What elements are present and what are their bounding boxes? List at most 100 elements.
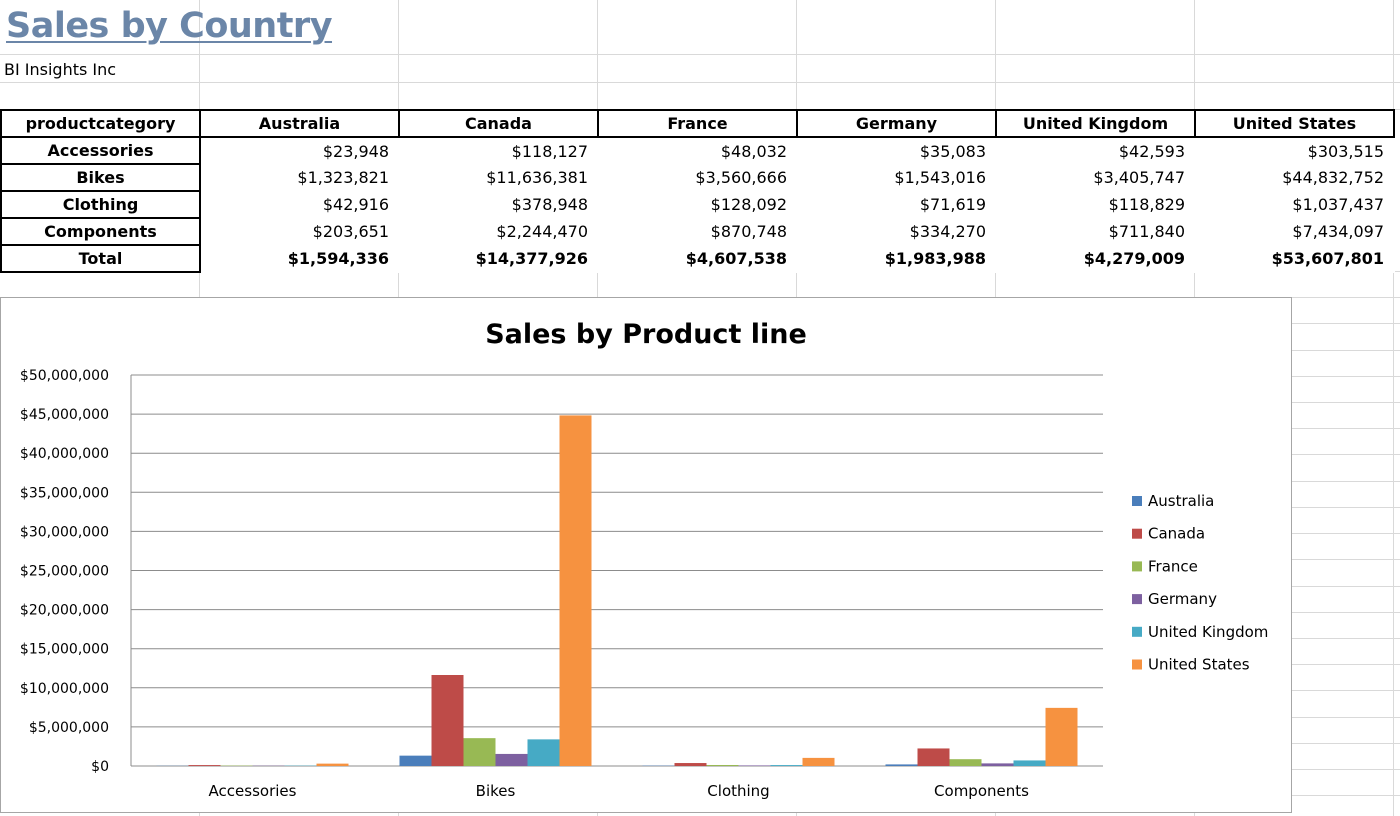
bar bbox=[559, 415, 592, 766]
y-tick-label: $25,000,000 bbox=[20, 564, 109, 580]
bar bbox=[770, 765, 803, 766]
table-cell[interactable]: $1,543,016 bbox=[894, 168, 986, 187]
table-cell[interactable]: $14,377,926 bbox=[475, 249, 588, 268]
row-label[interactable]: Clothing bbox=[0, 190, 201, 219]
column-header[interactable]: productcategory bbox=[0, 109, 201, 138]
x-category-label: Clothing bbox=[707, 782, 769, 800]
table-cell[interactable]: $42,593 bbox=[1118, 141, 1185, 161]
page-title: Sales by Country bbox=[6, 6, 333, 46]
bar bbox=[802, 757, 835, 766]
row-label[interactable]: Components bbox=[0, 217, 201, 246]
bar bbox=[981, 763, 1014, 766]
table-cell[interactable]: $118,829 bbox=[1108, 195, 1185, 214]
bar bbox=[949, 759, 982, 766]
table-cell[interactable]: $53,607,801 bbox=[1271, 249, 1384, 268]
table-cell[interactable]: $3,405,747 bbox=[1093, 168, 1185, 187]
column-header[interactable]: United Kingdom bbox=[995, 109, 1196, 138]
table-cell[interactable]: $7,434,097 bbox=[1292, 222, 1384, 241]
table-cell[interactable]: $203,651 bbox=[312, 222, 389, 241]
table-cell[interactable]: $44,832,752 bbox=[1282, 168, 1384, 187]
table-row: Accessories $23,948 $118,127 $48,032 $35… bbox=[0, 136, 1394, 165]
sheet-column-line bbox=[1393, 0, 1394, 816]
bar bbox=[188, 765, 221, 766]
table-cell[interactable]: $11,636,381 bbox=[486, 168, 588, 187]
bar-chart: Sales by Product line $0 $5,000,000 $10,00… bbox=[20, 319, 1268, 800]
table-cell[interactable]: $4,279,009 bbox=[1083, 249, 1185, 268]
bar bbox=[706, 764, 739, 766]
row-label[interactable]: Total bbox=[0, 244, 201, 273]
y-tick-label: $35,000,000 bbox=[20, 485, 109, 501]
column-header[interactable]: France bbox=[597, 109, 798, 138]
bar bbox=[527, 739, 560, 766]
table-cell[interactable]: $1,323,821 bbox=[297, 168, 389, 187]
table-total-row: Total $1,594,336 $14,377,926 $4,607,538 … bbox=[0, 244, 1394, 273]
x-category-label: Components bbox=[934, 782, 1029, 800]
table-cell[interactable]: $23,948 bbox=[322, 141, 389, 161]
chart-title: Sales by Product line bbox=[485, 319, 807, 350]
sheet-row-line bbox=[0, 54, 1400, 55]
legend-swatch bbox=[1132, 659, 1142, 670]
column-header[interactable]: Australia bbox=[199, 109, 400, 138]
legend-label: United States bbox=[1148, 656, 1250, 674]
y-tick-label: $10,000,000 bbox=[20, 681, 109, 697]
y-tick-label: $40,000,000 bbox=[20, 446, 109, 462]
bar bbox=[495, 753, 528, 766]
table-cell[interactable]: $378,948 bbox=[511, 195, 588, 214]
y-tick-label: $0 bbox=[91, 759, 109, 775]
chart-gridlines bbox=[130, 374, 1103, 767]
bar bbox=[399, 755, 432, 766]
x-category-label: Accessories bbox=[209, 782, 297, 800]
page-subtitle: BI Insights Inc bbox=[4, 60, 117, 79]
y-tick-label: $20,000,000 bbox=[20, 603, 109, 619]
legend-label: Canada bbox=[1148, 525, 1205, 543]
chart-legend: Australia Canada France Germany United Kingd… bbox=[1132, 492, 1268, 674]
table-row: Bikes $1,323,821 $11,636,381 $3,560,666 … bbox=[0, 163, 1394, 192]
row-label[interactable]: Accessories bbox=[0, 136, 201, 165]
table-cell[interactable]: $711,840 bbox=[1108, 222, 1185, 241]
bar bbox=[917, 748, 950, 766]
table-cell[interactable]: $35,083 bbox=[919, 141, 986, 161]
table-cell[interactable]: $48,032 bbox=[720, 141, 787, 161]
column-header[interactable]: United States bbox=[1194, 109, 1395, 138]
row-label[interactable]: Bikes bbox=[0, 163, 201, 192]
legend-swatch bbox=[1132, 561, 1142, 572]
bar-series bbox=[156, 415, 1078, 766]
table-cell[interactable]: $1,983,988 bbox=[884, 249, 986, 268]
legend-label: United Kingdom bbox=[1148, 623, 1268, 641]
bar bbox=[674, 763, 707, 766]
y-tick-label: $5,000,000 bbox=[29, 720, 109, 736]
table-cell[interactable]: $1,594,336 bbox=[287, 249, 389, 268]
bar bbox=[463, 738, 496, 766]
chart-object[interactable]: Sales by Product line $0 $5,000,000 $10,00… bbox=[0, 297, 1292, 813]
table-row: Clothing $42,916 $378,948 $128,092 $71,6… bbox=[0, 190, 1394, 219]
column-header[interactable]: Germany bbox=[796, 109, 997, 138]
table-cell[interactable]: $334,270 bbox=[909, 222, 986, 241]
sheet-row-line bbox=[0, 82, 1400, 83]
table-cell[interactable]: $303,515 bbox=[1307, 141, 1384, 161]
bar bbox=[738, 765, 771, 766]
legend-swatch bbox=[1132, 626, 1142, 637]
legend-swatch bbox=[1132, 496, 1142, 506]
table-cell[interactable]: $2,244,470 bbox=[496, 222, 588, 241]
table-cell[interactable]: $42,916 bbox=[322, 195, 389, 214]
table-header-row: productcategory Australia Canada France … bbox=[0, 109, 1395, 138]
table-cell[interactable]: $1,037,437 bbox=[1292, 195, 1384, 214]
table-cell[interactable]: $118,127 bbox=[511, 141, 588, 161]
bar bbox=[316, 763, 349, 766]
bar bbox=[1045, 707, 1078, 766]
bar bbox=[885, 764, 918, 766]
legend-label: Germany bbox=[1148, 590, 1217, 608]
legend-swatch bbox=[1132, 594, 1142, 605]
legend-label: France bbox=[1148, 557, 1198, 575]
table-cell[interactable]: $71,619 bbox=[919, 195, 986, 214]
x-axis: Accessories Bikes Clothing Components bbox=[209, 782, 1030, 800]
bar bbox=[431, 675, 464, 766]
table-row: Components $203,651 $2,244,470 $870,748 … bbox=[0, 217, 1394, 246]
legend-swatch bbox=[1132, 528, 1142, 539]
y-tick-label: $50,000,000 bbox=[20, 368, 109, 384]
table-cell[interactable]: $4,607,538 bbox=[685, 249, 787, 268]
column-header[interactable]: Canada bbox=[398, 109, 599, 138]
table-cell[interactable]: $870,748 bbox=[710, 222, 787, 241]
table-cell[interactable]: $128,092 bbox=[710, 195, 787, 214]
table-cell[interactable]: $3,560,666 bbox=[695, 168, 787, 187]
